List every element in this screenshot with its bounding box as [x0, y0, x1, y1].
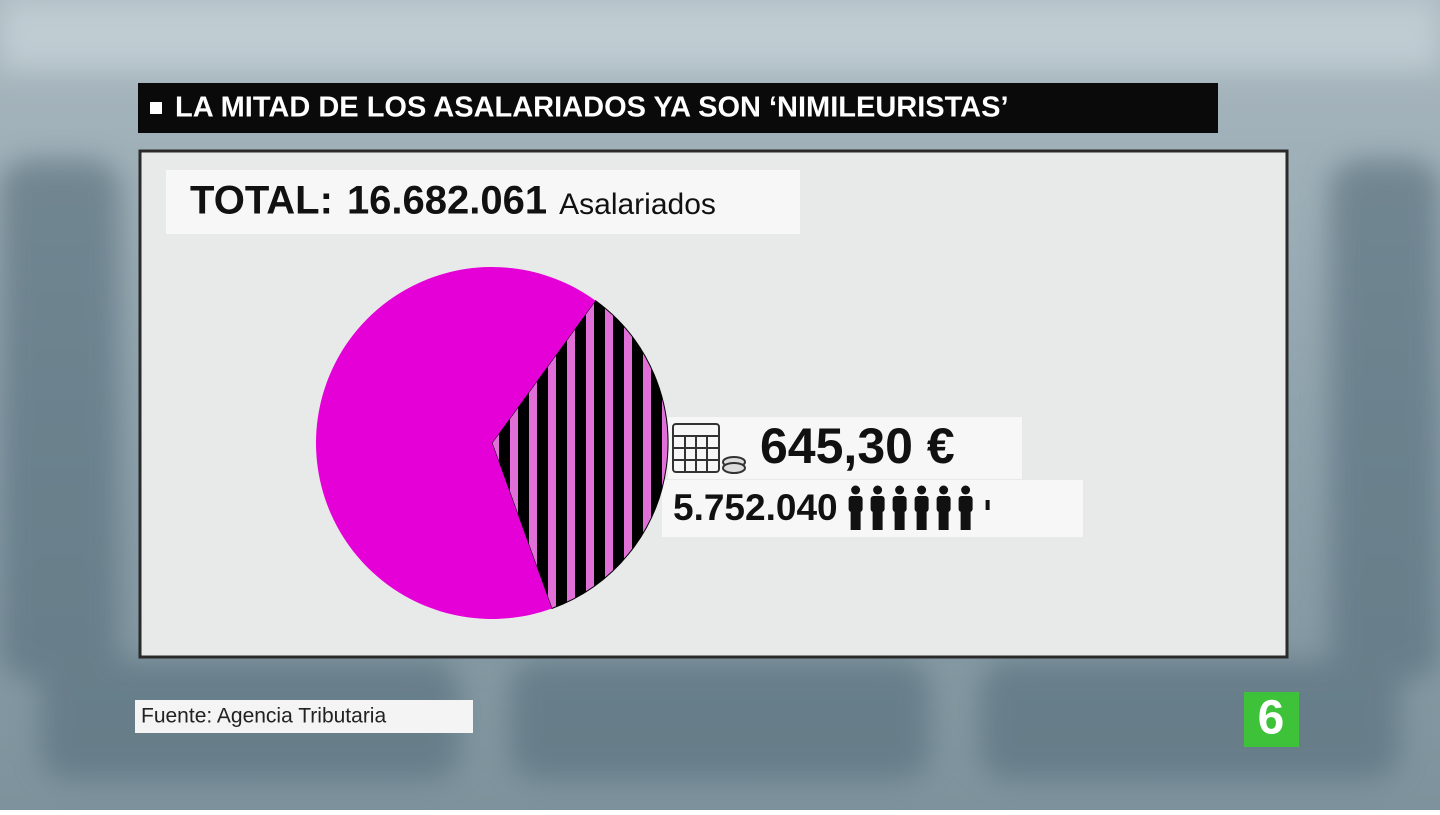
title-bullet: [150, 102, 162, 114]
people-icon: [848, 485, 990, 530]
person-legs: [938, 510, 949, 530]
value-label: 5.752.040: [673, 487, 838, 528]
person-body: [958, 496, 973, 512]
person-head: [895, 485, 905, 495]
person-head: [917, 485, 927, 495]
logo-mark: 6: [1258, 692, 1285, 745]
pie-slice: [491, 299, 669, 610]
person-partial: [985, 500, 990, 510]
person-legs: [872, 510, 883, 530]
person-head: [961, 485, 971, 495]
total-text: TOTAL:: [190, 179, 333, 223]
person-head: [851, 485, 861, 495]
person-head: [939, 485, 949, 495]
total-box: [166, 170, 800, 234]
chart-title: LA MITAD DE LOS ASALARIADOS YA SON ‘NIMI…: [175, 92, 1009, 124]
background-keys: [0, 0, 1440, 780]
total-value: 16.682.061: [347, 179, 547, 223]
person-legs: [916, 510, 927, 530]
person-body: [936, 496, 951, 512]
title-bar: [138, 83, 1218, 133]
person-legs: [894, 510, 905, 530]
person-body: [848, 496, 863, 512]
person-body: [914, 496, 929, 512]
total-unit: Asalariados: [559, 188, 716, 221]
person-body: [892, 496, 907, 512]
person-legs: [850, 510, 861, 530]
person-head: [873, 485, 883, 495]
pie-slice: [315, 267, 596, 619]
source-box: [135, 700, 473, 733]
person-body: [870, 496, 885, 512]
source: Fuente: Agencia Tributaria: [141, 705, 386, 728]
person-legs: [960, 510, 971, 530]
annotation: 645,30 €: [760, 418, 955, 474]
logo: [1244, 692, 1299, 747]
calendar-icon: [672, 423, 746, 474]
